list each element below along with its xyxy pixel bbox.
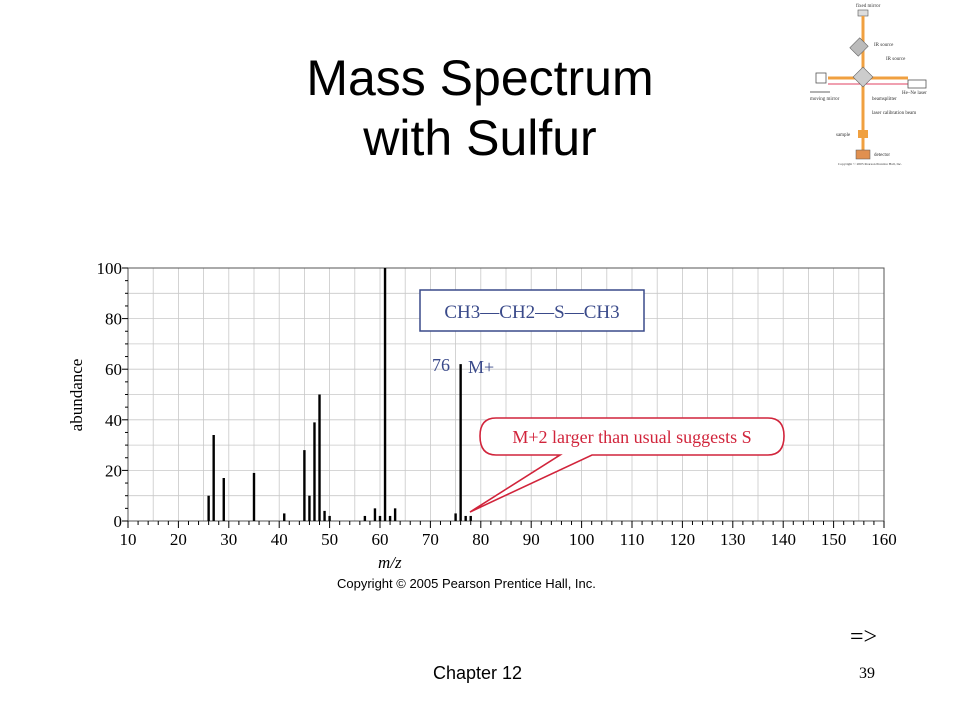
peaks <box>207 268 472 521</box>
laser-shape <box>907 79 927 89</box>
thumb-label-laser: He–Ne laser <box>902 91 927 96</box>
thumb-label-fixed-mirror: fixed mirror <box>856 4 881 9</box>
x-tick-label: 60 <box>372 530 389 549</box>
mass-spectrum-chart: 10 20 30 40 50 60 70 80 90 100 110 120 130 140 150 160 0… <box>67 259 897 572</box>
y-tick-label: 0 <box>114 512 123 531</box>
thumb-label-moving-mirror: moving mirror <box>810 97 840 102</box>
x-axis-label: m/z <box>378 553 402 572</box>
x-tick-label: 80 <box>472 530 489 549</box>
formula-text: CH3—CH2—S—CH3 <box>444 302 619 323</box>
y-axis-label: abundance <box>67 359 86 432</box>
molecular-ion-mz-label: 76 <box>432 355 450 375</box>
y-tick-label: 40 <box>105 411 122 430</box>
thumb-label-sample: sample <box>836 133 851 138</box>
x-tick-label: 70 <box>422 530 439 549</box>
x-tick-label: 40 <box>271 530 288 549</box>
y-tick-label: 20 <box>105 461 122 480</box>
slide-title-line-1: Mass Spectrum <box>306 50 654 106</box>
thumb-label-ir-source-2: IR source <box>886 57 906 62</box>
x-tick-label: 20 <box>170 530 187 549</box>
y-tick-label: 60 <box>105 360 122 379</box>
slide-title-line-2: with Sulfur <box>363 110 597 166</box>
x-tick-label: 30 <box>220 530 237 549</box>
structure-box <box>419 289 645 332</box>
thumb-label-calibration: laser calibration beam <box>872 111 916 116</box>
x-tick-label: 100 <box>569 530 595 549</box>
callout-bubble <box>469 417 785 513</box>
x-tick-label: 140 <box>770 530 796 549</box>
beamsplitter-shape <box>852 66 874 88</box>
footer-chapter: Chapter 12 <box>433 663 523 683</box>
thumb-label-beamsplitter: beamsplitter <box>872 97 897 102</box>
moving-mirror-shape <box>815 72 827 84</box>
slide-title: Mass Spectrum with Sulfur <box>230 48 730 168</box>
chart-copyright: Copyright © 2005 Pearson Prentice Hall, … <box>337 576 596 591</box>
x-tick-label: 160 <box>871 530 897 549</box>
callout-text: M+2 larger than usual suggests S <box>512 427 751 447</box>
detector-shape <box>855 149 871 160</box>
structure-formula: CH3—CH2—S—CH3 <box>444 302 619 323</box>
thumb-label-ir-source: IR source <box>874 43 894 48</box>
y-tick-label: 80 <box>105 310 122 329</box>
x-tick-label: 150 <box>821 530 847 549</box>
axes <box>122 267 885 528</box>
x-tick-label: 50 <box>321 530 338 549</box>
page-number: 39 <box>859 665 875 682</box>
x-tick-label: 130 <box>720 530 746 549</box>
sample-shape <box>858 130 868 138</box>
y-tick-label: 100 <box>97 259 123 278</box>
ir-source-shape <box>849 37 869 57</box>
thumb-copyright: Copyright © 2005 Pearson Prentice Hall, … <box>838 161 902 167</box>
thumb-label-detector: detector <box>874 153 890 158</box>
tick-labels: 10 20 30 40 50 60 70 80 90 100 110 120 130 140 150 160 0… <box>97 259 897 549</box>
x-tick-label: 110 <box>620 530 645 549</box>
x-tick-label: 120 <box>670 530 696 549</box>
x-tick-label: 10 <box>120 530 137 549</box>
x-tick-label: 90 <box>523 530 540 549</box>
next-arrow[interactable]: => <box>850 624 878 650</box>
ir-spectrometer-thumbnail: fixed mirror IR source IR source He–Ne l… <box>810 4 927 167</box>
molecular-ion-label: M+ <box>468 357 494 377</box>
